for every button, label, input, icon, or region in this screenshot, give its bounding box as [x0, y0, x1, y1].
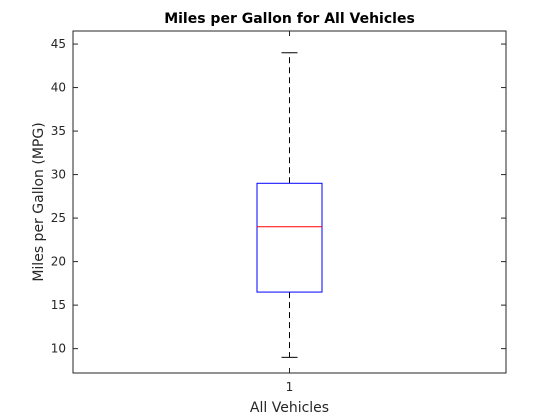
- y-tick-label: 35: [51, 124, 66, 138]
- y-tick-label: 10: [51, 342, 66, 356]
- y-tick-label: 40: [51, 81, 66, 95]
- y-tick-label: 45: [51, 37, 66, 51]
- chart-marks: [256, 52, 323, 358]
- y-tick-label: 25: [51, 211, 66, 225]
- x-axis-label: All Vehicles: [250, 400, 329, 416]
- y-axis-label: Miles per Gallon (MPG): [31, 122, 47, 281]
- iqr-box: [256, 182, 323, 293]
- x-tick-label: 1: [286, 380, 294, 394]
- y-tick-label: 15: [51, 298, 66, 312]
- tick-layer: 10 15 20 25 30 35 40 45 1: [51, 31, 506, 394]
- chart-title: Miles per Gallon for All Vehicles: [164, 11, 415, 27]
- y-tick-label: 20: [51, 255, 66, 269]
- y-tick-label: 30: [51, 168, 66, 182]
